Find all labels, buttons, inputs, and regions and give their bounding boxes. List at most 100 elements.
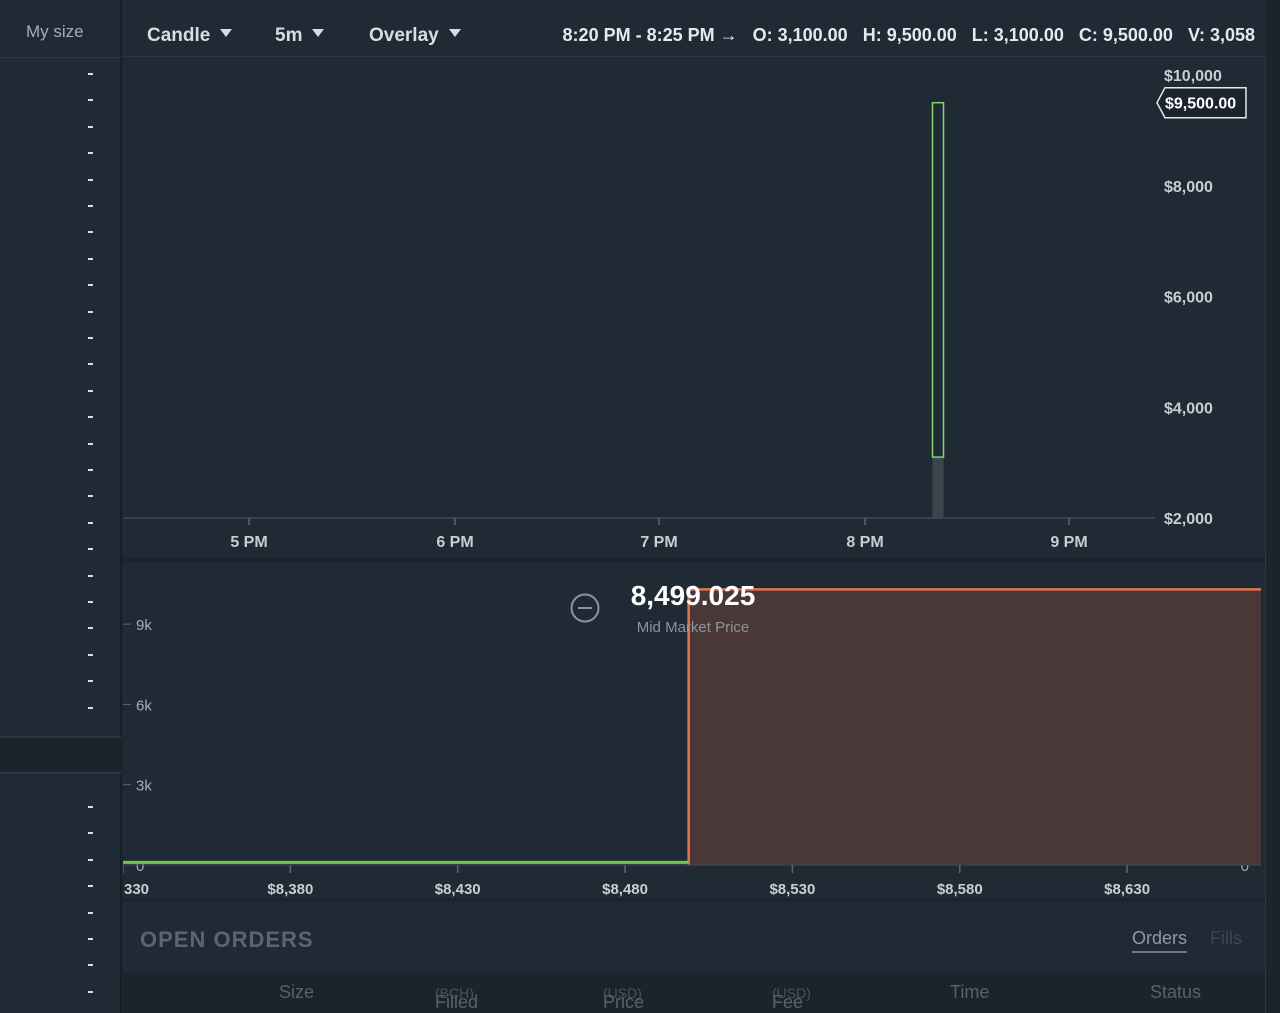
ohlc-readout: 8:20 PM - 8:25 PM → O: 3,100.00 H: 9,500… xyxy=(553,25,1255,46)
asks-area xyxy=(688,589,1261,865)
y-tick-label-left: 0 xyxy=(136,858,144,875)
order-book-row xyxy=(88,806,93,808)
order-book-row xyxy=(88,859,93,861)
ohlc-low: L: 3,100.00 xyxy=(971,25,1064,45)
zoom-out-icon[interactable] xyxy=(570,593,600,623)
interval-label: 5m xyxy=(275,25,303,46)
column-filled: Filled (BCH) xyxy=(435,982,478,1012)
depth-x-tick-label: $8,530 xyxy=(769,881,815,898)
chart-toolbar: Candle 5m Overlay 8:20 PM - 8:25 PM → O:… xyxy=(123,10,1265,57)
column-filled-unit: (BCH) xyxy=(435,985,474,1001)
my-size-label: My size xyxy=(26,22,84,41)
order-book-row xyxy=(88,991,93,993)
order-book-row xyxy=(88,231,93,233)
order-book-row xyxy=(88,126,93,128)
depth-x-tick-label: $8,480 xyxy=(602,881,648,898)
order-book-row xyxy=(88,179,93,181)
y-tick-label: $8,000 xyxy=(1164,179,1213,196)
order-book-row xyxy=(88,548,93,550)
order-book-row xyxy=(88,575,93,577)
column-fee-unit: (USD) xyxy=(772,985,811,1001)
ohlc-open: O: 3,100.00 xyxy=(752,25,848,45)
candlestick-chart[interactable]: 5 PM 6 PM 7 PM 8 PM 9 PM $10,000 $8,000 $6,000 $… xyxy=(123,58,1265,558)
order-book-row xyxy=(88,390,93,392)
order-book-row xyxy=(88,938,93,940)
order-book-row xyxy=(88,284,93,286)
x-tick-label: 8 PM xyxy=(846,534,883,551)
y-tick-label-left: 9k xyxy=(136,617,152,634)
column-fee-label: Fee xyxy=(772,992,804,1012)
tab-fills[interactable]: Fills xyxy=(1210,928,1242,948)
ohlc-range: 8:20 PM - 8:25 PM → xyxy=(562,25,738,45)
column-fee: Fee (USD) xyxy=(772,982,811,1012)
order-book-row xyxy=(88,73,93,75)
order-book-row xyxy=(88,258,93,260)
depth-x-tick-label: $8,580 xyxy=(937,881,983,898)
overlay-dropdown[interactable]: Overlay xyxy=(369,25,461,47)
x-tick-label: 7 PM xyxy=(640,534,677,551)
y-tick-label-left: 6k xyxy=(136,697,152,714)
order-book-row xyxy=(88,152,93,154)
column-price-unit: (USD) xyxy=(603,985,642,1001)
order-book-header: My size xyxy=(0,0,121,58)
tab-orders[interactable]: Orders xyxy=(1132,928,1188,953)
ohlc-high: H: 9,500.00 xyxy=(862,25,957,45)
order-book-row xyxy=(88,627,93,629)
y-tick-label: $6,000 xyxy=(1164,290,1213,307)
chart-type-label: Candle xyxy=(147,25,211,46)
right-scrollbar[interactable] xyxy=(1265,58,1280,1013)
interval-dropdown[interactable]: 5m xyxy=(275,25,325,47)
order-book-row xyxy=(88,495,93,497)
order-book-row xyxy=(88,416,93,418)
asks-line xyxy=(687,588,1261,865)
mid-market-price-label: Mid Market Price xyxy=(636,619,750,636)
column-price: Price (USD) xyxy=(603,982,644,1012)
y-tick-label: $4,000 xyxy=(1164,400,1213,417)
order-book-row xyxy=(88,680,93,682)
order-book-row xyxy=(88,311,93,313)
order-book-row xyxy=(88,522,93,524)
order-book-row xyxy=(88,885,93,887)
price-marker-label: $9,500.00 xyxy=(1165,96,1236,113)
candle-body[interactable] xyxy=(931,101,945,458)
y-tick-label: $10,000 xyxy=(1164,68,1222,85)
order-book-spread-row xyxy=(0,736,121,774)
depth-x-tick-label: $8,430 xyxy=(435,881,481,898)
chevron-down-icon xyxy=(448,29,461,37)
open-orders-header: OPEN ORDERS Orders Fills xyxy=(123,902,1265,972)
chevron-down-icon xyxy=(220,29,233,37)
order-book-row xyxy=(88,205,93,207)
order-book-row xyxy=(88,832,93,834)
order-book-panel: My size xyxy=(0,0,121,1013)
column-size: Size xyxy=(279,982,315,1002)
depth-chart[interactable]: 9k6k3k09k6k3k0330$8,380$8,430$8,480$8,53… xyxy=(123,562,1265,898)
order-book-row xyxy=(88,337,93,339)
price-chart-panel xyxy=(123,0,1265,558)
overlay-label: Overlay xyxy=(369,25,439,46)
depth-x-tick-label: 330 xyxy=(124,881,149,898)
x-tick-label: 9 PM xyxy=(1050,534,1087,551)
column-time: Time xyxy=(950,982,990,1002)
order-book-row xyxy=(88,469,93,471)
ohlc-close: C: 9,500.00 xyxy=(1078,25,1173,45)
order-book-row xyxy=(88,912,93,914)
order-book-row xyxy=(88,707,93,709)
x-tick-label: 6 PM xyxy=(436,534,473,551)
depth-x-tick-label: $8,380 xyxy=(267,881,313,898)
mid-market-price: 8,499.025 xyxy=(630,580,756,611)
ohlc-volume: V: 3,058 xyxy=(1187,25,1255,45)
order-book-row xyxy=(88,363,93,365)
column-filled-label: Filled xyxy=(435,992,479,1012)
chevron-down-icon xyxy=(312,29,325,37)
price-marker xyxy=(1156,86,1247,119)
depth-x-tick-label: $8,630 xyxy=(1104,881,1150,898)
y-tick-label: $2,000 xyxy=(1164,511,1213,528)
y-tick-label-right: 0 xyxy=(1241,858,1249,875)
volume-bar xyxy=(932,457,944,518)
order-book-row xyxy=(88,601,93,603)
order-book-row xyxy=(88,99,93,101)
open-orders-column-headers: Size Filled (BCH) Price (USD) Fee (USD) … xyxy=(123,972,1265,1013)
chart-type-dropdown[interactable]: Candle xyxy=(147,25,233,47)
y-tick-label-left: 3k xyxy=(136,778,152,795)
